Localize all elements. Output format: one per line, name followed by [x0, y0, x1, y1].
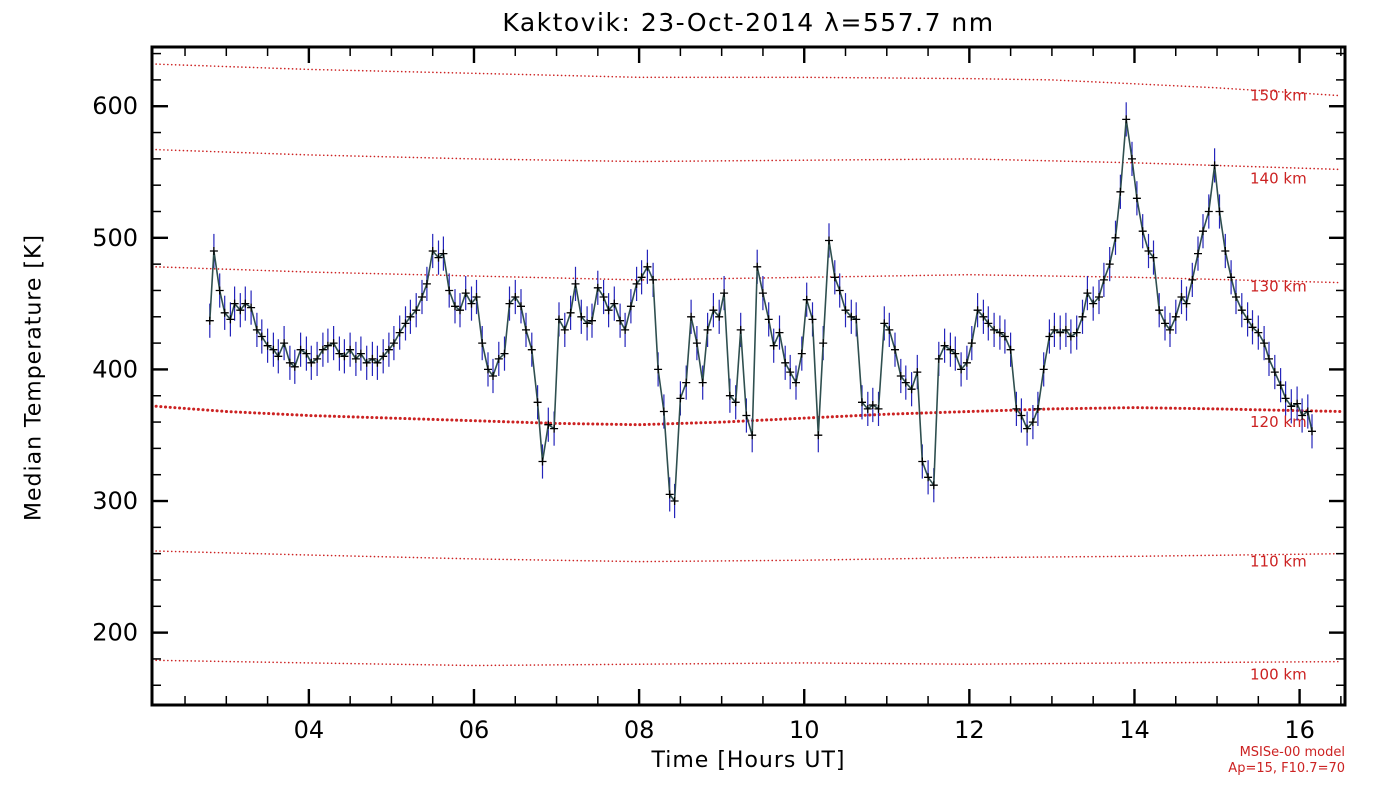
x-tick-label: 12	[954, 716, 985, 744]
x-tick-label: 08	[624, 716, 655, 744]
altitude-line-100-km	[155, 659, 1342, 667]
axis-frame: 04 06 08 10 12 14 16 200 300 400 500 600	[92, 45, 1347, 744]
x-tick-label: 16	[1284, 716, 1315, 744]
x-tick-label: 10	[789, 716, 820, 744]
reference-lines: 150 km 140 km 130 km 120 km 110 km 100 km	[154, 63, 1343, 684]
x-axis-label: Time [Hours UT]	[651, 748, 846, 773]
model-annotation-line2: Ap=15, F10.7=70	[1228, 761, 1345, 777]
altitude-label: 150 km	[1250, 87, 1307, 105]
y-tick-label: 600	[92, 92, 138, 120]
y-tick-label: 400	[92, 355, 138, 383]
x-tick-label: 04	[294, 716, 325, 744]
model-annotation-line1: MSISe-00 model	[1239, 745, 1345, 760]
series-line	[209, 119, 1313, 504]
altitude-label: 110 km	[1250, 553, 1307, 571]
model-annotation: MSISe-00 model Ap=15, F10.7=70	[1228, 745, 1345, 778]
altitude-label: 130 km	[1250, 278, 1307, 296]
error-bars	[209, 102, 1313, 519]
altitude-line-150-km	[155, 63, 1342, 97]
x-tick-label: 14	[1119, 716, 1150, 744]
y-tick-label: 500	[92, 224, 138, 252]
altitude-label: 120 km	[1250, 413, 1307, 431]
altitude-label: 100 km	[1250, 666, 1307, 684]
altitude-line-110-km	[155, 550, 1342, 563]
median-temperature-line	[209, 119, 1313, 504]
altitude-label: 140 km	[1250, 170, 1307, 188]
altitude-line-140-km	[155, 148, 1342, 171]
y-tick-label: 300	[92, 487, 138, 515]
plot-frame	[150, 45, 1347, 707]
series-markers-group	[205, 115, 1316, 505]
series-markers	[205, 115, 1316, 505]
x-tick-label: 06	[459, 716, 490, 744]
altitude-line-130-km	[155, 265, 1342, 284]
y-tick-label: 200	[92, 619, 138, 647]
chart-title: Kaktovik: 23-Oct-2014 λ=557.7 nm	[502, 8, 995, 37]
